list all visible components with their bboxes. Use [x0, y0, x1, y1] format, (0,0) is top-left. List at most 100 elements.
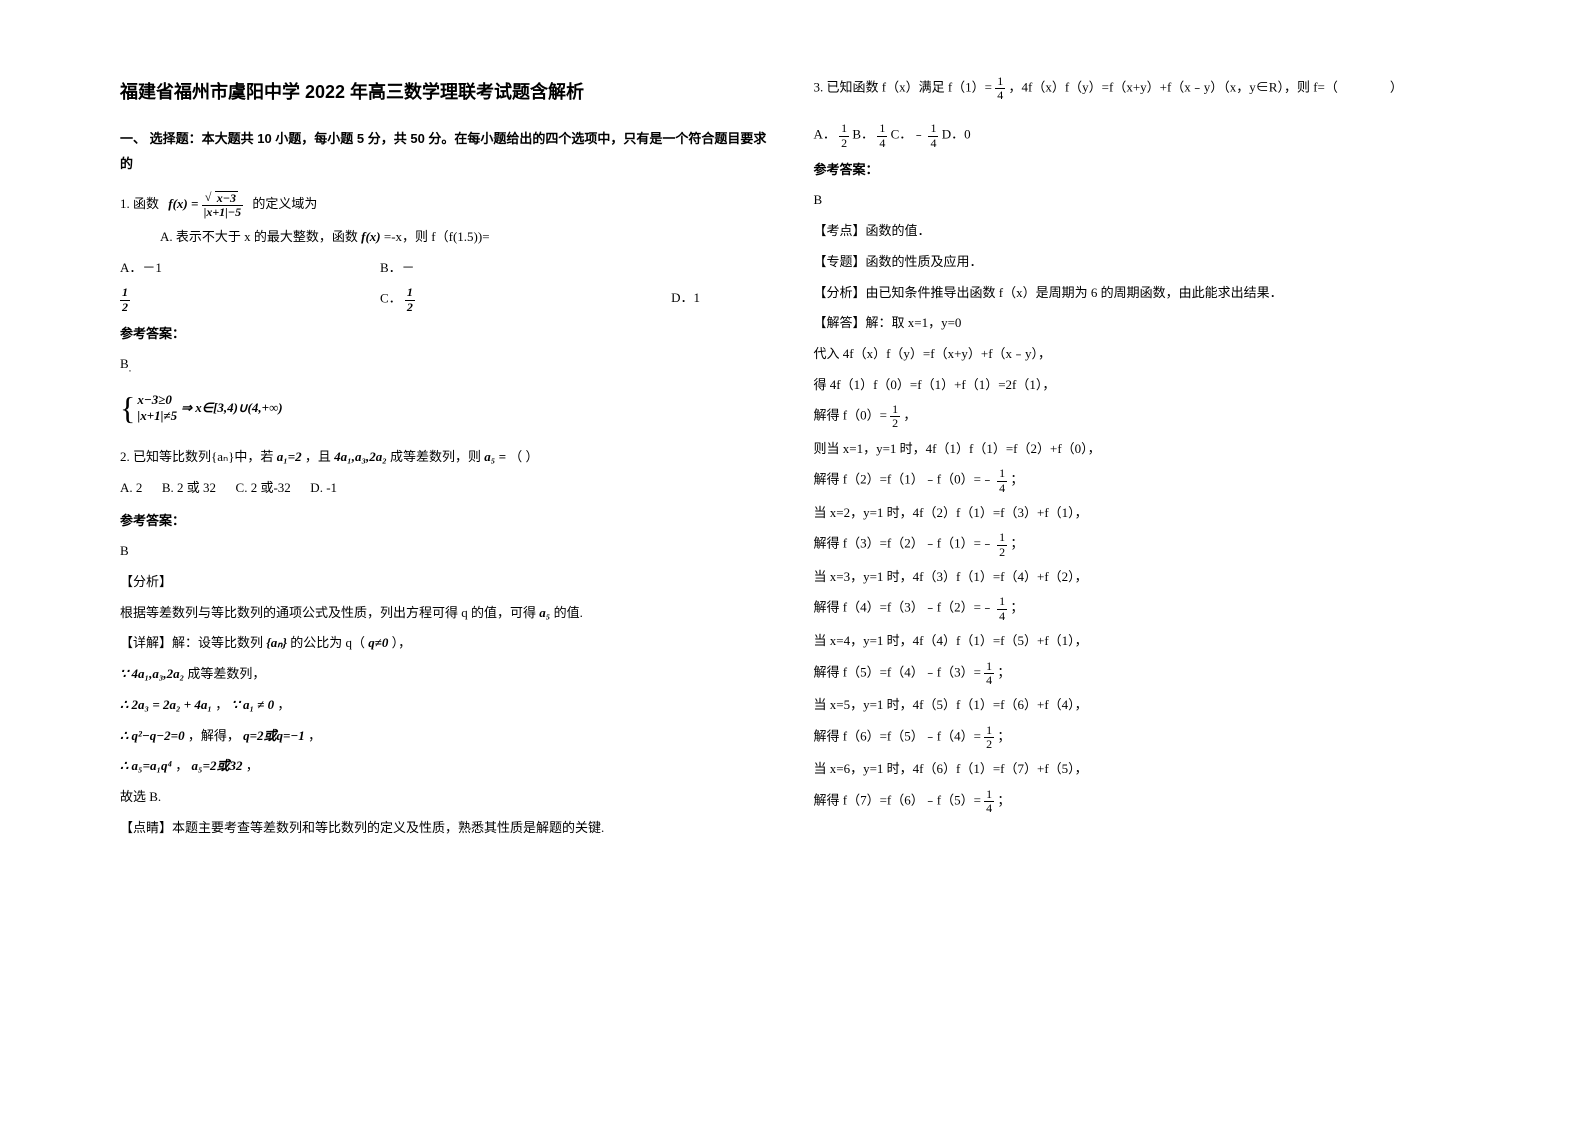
q1-prefix: 1. 函数 [120, 196, 159, 211]
q2-end: （ ） [509, 449, 538, 464]
s3p: 解得 f（0）= [814, 408, 887, 423]
t1-end2: ， [277, 697, 290, 712]
t3-mid: ， [175, 758, 188, 773]
q2-comment: 【点睛】本题主要考查等差数列和等比数列的定义及性质，熟悉其性质是解题的关键. [120, 816, 774, 841]
s9s: ； [1010, 600, 1023, 615]
s11p: 解得 f（5）=f（4）﹣f（3）= [814, 664, 981, 679]
q3-step9: 解得 f（4）=f（3）﹣f（2）=﹣ 14 ； [814, 595, 1468, 622]
fx-left: f(x) [168, 196, 188, 211]
q3-oc: C．﹣ [891, 127, 926, 142]
eq2: q²−q−2=0 [132, 728, 185, 743]
an-set: {aₙ} [266, 635, 287, 650]
seq1-2: 4a₁,a₃,2a₂ [132, 666, 185, 681]
q2-because-text: 成等差数列， [187, 666, 265, 681]
q1-ans-dot: . [129, 363, 132, 375]
q2-therefore2: ∴ q²−q−2=0 ，解得， q=2或q=−1 ， [120, 724, 774, 749]
q1-answer: B. [120, 352, 774, 379]
q2-opts: A. 2 B. 2 或 32 C. 2 或-32 D. -1 [120, 476, 774, 501]
q2-detail: 【详解】解：设等比数列 {aₙ} 的公比为 q（ q≠0 ）， [120, 631, 774, 656]
q3-step7: 解得 f（3）=f（2）﹣f（1）=﹣ 12 ； [814, 531, 1468, 558]
q3-answer-label: 参考答案： [814, 158, 1468, 183]
q1-opt-c: C． 12 [380, 286, 500, 313]
q1-stem: 1. 函数 f(x) = x−3 |x+1|−5 的定义域为 [120, 191, 774, 219]
q3-step12: 当 x=5，y=1 时，4f（5）f（1）=f（6）+f（4）， [814, 693, 1468, 718]
s3s: ， [903, 408, 916, 423]
t3-end: ， [246, 758, 259, 773]
q1-line2-suffix: =-x，则 f（f(1.5))= [384, 229, 490, 244]
q3-step6: 当 x=2，y=1 时，4f（2）f（1）=f（3）+f（1）， [814, 501, 1468, 526]
q3-stem: 3. 已知函数 f（x）满足 f（1）= 14 ，4f（x）f（y）=f（x+y… [814, 75, 1468, 102]
s15p: 解得 f（7）=f（6）﹣f（5）= [814, 792, 981, 807]
q2-therefore1: ∴ 2a₃ = 2a₂ + 4a₁ ， ∵ a₁ ≠ 0 ， [120, 693, 774, 718]
a1eq2: a₁=2 [277, 449, 302, 464]
t2-end: ， [308, 728, 321, 743]
a1neq0: ∵ a₁ ≠ 0 [231, 697, 274, 712]
q3-oa: A． [814, 127, 836, 142]
qn6: 1 [984, 660, 994, 674]
q1-system: { x−3≥0 |x+1|≠5 ⇒ x∈[3,4)∪(4,+∞) [120, 392, 283, 426]
qn7: 1 [984, 788, 994, 802]
hd1: 2 [839, 137, 849, 150]
q3-step5: 解得 f（2）=f（1）﹣f（0）=﹣ 14 ； [814, 467, 1468, 494]
qd6: 4 [984, 674, 994, 687]
q2-conclude: 故选 B. [120, 785, 774, 810]
qn1: 1 [995, 75, 1005, 89]
half-n: 1 [120, 286, 130, 300]
q2-analysis-label: 【分析】 [120, 570, 774, 595]
q3-kaodian: 【考点】函数的值． [814, 219, 1468, 244]
qn3: 1 [928, 122, 938, 136]
q3-prefix: 3. 已知函数 f（x）满足 f（1）= [814, 80, 993, 95]
qn2: 1 [877, 122, 887, 136]
sys-l2: |x+1|≠5 [137, 408, 177, 423]
q2-detail-mid: 的公比为 q（ [290, 635, 365, 650]
q1-opt-half: 12 [120, 286, 380, 313]
because-sym: ∵ [120, 666, 128, 681]
therefore-sym2: ∴ [120, 728, 128, 743]
q2-because: ∵ 4a₁,a₃,2a₂ 成等差数列， [120, 662, 774, 687]
q1-ans-letter: B [120, 356, 129, 371]
qd3: 4 [928, 137, 938, 150]
q2-detail-prefix: 【详解】解：设等比数列 [120, 635, 263, 650]
q2-mid: ，且 [305, 449, 331, 464]
qd7: 4 [984, 802, 994, 815]
qneq0: q≠0 [368, 635, 388, 650]
q1-answer-label: 参考答案： [120, 322, 774, 347]
therefore-sym1: ∴ [120, 697, 128, 712]
q1-formula: f(x) = x−3 |x+1|−5 [168, 191, 243, 219]
hn4: 1 [984, 724, 994, 738]
qd1: 4 [995, 89, 1005, 102]
q1-opt-d: D．1 [500, 286, 700, 313]
half-d2: 2 [405, 301, 415, 314]
eq3: a₅=a₁q⁴ [132, 758, 173, 773]
q1-opt-b: B．－ [380, 256, 640, 281]
half-d: 2 [120, 301, 130, 314]
qd4: 4 [997, 482, 1007, 495]
seq1: 4a₁,a₃,2a₂ [334, 449, 387, 464]
q3-step14: 当 x=6，y=1 时，4f（6）f（1）=f（7）+f（5）， [814, 757, 1468, 782]
right-column: 3. 已知函数 f（x）满足 f（1）= 14 ，4f（x）f（y）=f（x+y… [794, 75, 1488, 1082]
q2-prefix: 2. 已知等比数列{aₙ}中，若 [120, 449, 273, 464]
therefore-sym3: ∴ [120, 758, 128, 773]
s9p: 解得 f（4）=f（3）﹣f（2）=﹣ [814, 600, 994, 615]
eq2-sol: q=2或q=−1 [243, 728, 305, 743]
q3-step15: 解得 f（7）=f（6）﹣f（5）= 14 ； [814, 788, 1468, 815]
s7s: ； [1010, 536, 1023, 551]
hd2: 2 [890, 417, 900, 430]
hn2: 1 [890, 403, 900, 417]
brace-icon: { [120, 392, 135, 424]
a5eq: a₅ = [484, 449, 506, 464]
q1-opts-row1: A．－1 B．－ [120, 256, 774, 281]
q3-ob: B． [852, 127, 874, 142]
hn3: 1 [997, 531, 1007, 545]
q1-line2: A. 表示不大于 x 的最大整数，函数 f(x) =-x，则 f（f(1.5))… [120, 225, 774, 250]
q2-answer-label: 参考答案： [120, 509, 774, 534]
q3-step1: 代入 4f（x）f（y）=f（x+y）+f（x﹣y）， [814, 342, 1468, 367]
sys-l1: x−3≥0 [137, 392, 172, 407]
page-title: 福建省福州市虞阳中学 2022 年高三数学理联考试题含解析 [120, 75, 774, 109]
q2-analysis-text: 根据等差数列与等比数列的通项公式及性质，列出方程可得 q 的值，可得 [120, 605, 536, 620]
t1-end: ， [215, 697, 228, 712]
eq3-sol: a₅=2或32 [192, 758, 243, 773]
qn4: 1 [997, 467, 1007, 481]
q2-detail-end: ）， [392, 635, 412, 650]
q3-step10: 当 x=4，y=1 时，4f（4）f（1）=f（5）+f（1）， [814, 629, 1468, 654]
